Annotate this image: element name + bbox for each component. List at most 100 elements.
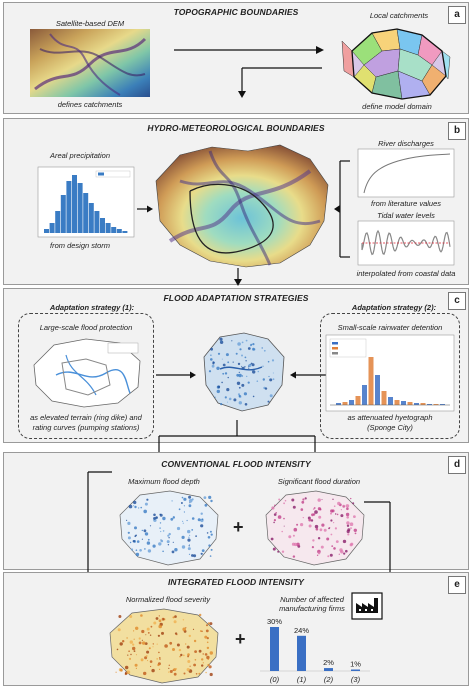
flood-speck: [302, 498, 305, 501]
hyetograph-bar: [414, 403, 419, 405]
river-discharge-chart: [357, 148, 455, 198]
flood-speck: [193, 554, 197, 558]
flood-speck: [122, 640, 125, 643]
flood-speck: [173, 668, 177, 672]
flood-speck: [208, 495, 212, 499]
panel-a-title: TOPOGRAPHIC BOUNDARIES: [173, 7, 299, 17]
flood-speck: [149, 525, 152, 527]
flood-speck: [160, 530, 162, 533]
flood-speck: [312, 513, 316, 516]
flood-speck: [182, 654, 185, 657]
flood-speck: [312, 539, 315, 542]
flood-speck: [252, 370, 256, 374]
flood-speck: [346, 507, 349, 511]
flood-speck: [268, 375, 270, 378]
firms-value-label-2: 2%: [323, 658, 334, 667]
flood-speck: [143, 509, 147, 514]
flood-speck: [219, 337, 223, 341]
flood-speck: [349, 522, 354, 526]
flood-speck: [205, 671, 207, 674]
strategy2-label: Small-scale rainwater detention: [337, 323, 443, 332]
flood-speck: [176, 643, 180, 647]
flood-speck: [250, 345, 252, 347]
flood-speck: [156, 643, 158, 645]
flood-speck: [247, 381, 250, 384]
flood-speck: [272, 372, 274, 374]
flood-speck: [144, 642, 148, 645]
max-flood-depth-map: [119, 490, 219, 566]
firms-value-label-3: 1%: [350, 660, 361, 669]
flood-speck: [211, 364, 215, 368]
flood-speck: [256, 380, 259, 382]
flood-speck: [145, 655, 148, 657]
flood-speck: [150, 665, 152, 668]
flood-speck: [206, 532, 209, 534]
flood-speck: [270, 537, 274, 541]
flood-speck: [210, 548, 213, 551]
flood-speck: [200, 524, 204, 528]
hyetograph-bar: [420, 403, 426, 405]
flood-speck: [200, 552, 203, 555]
flood-speck: [281, 530, 283, 533]
flood-speck: [168, 667, 170, 669]
flood-speck: [311, 546, 314, 549]
flood-speck: [183, 505, 185, 507]
flood-speck: [317, 498, 321, 502]
flood-speck: [189, 665, 191, 667]
arrow-a-return: [238, 67, 322, 98]
flood-speck: [195, 535, 197, 537]
flood-speck: [147, 632, 150, 634]
flood-speck: [219, 340, 224, 344]
flood-speck: [310, 519, 314, 522]
panel-conventional-flood-intensity: CONVENTIONAL FLOOD INTENSITY d Maximum f…: [3, 452, 469, 570]
flood-speck: [246, 375, 248, 378]
flood-speck: [157, 634, 160, 637]
flood-speck: [126, 637, 128, 639]
strategy2-title: Adaptation strategy (2):: [351, 303, 437, 312]
flood-speck: [135, 549, 138, 551]
panel-e-badge: e: [448, 576, 466, 594]
flood-speck: [233, 398, 237, 402]
flood-speck: [350, 527, 352, 529]
flood-speck: [137, 507, 140, 509]
flood-speck: [181, 496, 184, 499]
strategy2-box: [320, 313, 460, 439]
flood-speck: [127, 536, 131, 540]
panel-b-title: HYDRO-METEOROLOGICAL BOUNDARIES: [147, 123, 325, 133]
firms-label-line1: Number of affected: [280, 595, 344, 604]
local-catchments-map: [341, 28, 451, 100]
flood-speck: [238, 394, 241, 398]
flood-speck: [331, 545, 334, 547]
plus-sign-e: +: [235, 629, 246, 649]
flood-speck: [262, 365, 264, 367]
flood-speck: [314, 524, 319, 529]
histogram-bar: [122, 231, 128, 233]
flood-speck: [135, 667, 137, 669]
flood-speck: [316, 554, 319, 556]
strategy1-caption2: rating curves (pumping stations): [32, 423, 140, 432]
hydro-boundary-dem-map: [155, 144, 329, 268]
flood-speck: [127, 654, 129, 656]
flood-speck: [203, 496, 207, 499]
flood-speck: [129, 541, 132, 544]
strategy2-caption2: (Sponge City): [367, 423, 413, 432]
flood-speck: [191, 554, 194, 557]
flood-speck: [168, 532, 171, 536]
flood-speck: [237, 393, 241, 396]
flood-speck: [119, 642, 123, 646]
strategy1-caption1: as elevated terrain (ring dike) and: [30, 413, 142, 422]
flood-speck: [176, 634, 178, 636]
flood-speck: [201, 518, 204, 521]
flood-speck: [159, 657, 161, 659]
flood-speck: [333, 522, 335, 524]
flood-speck: [129, 640, 133, 644]
flood-speck: [248, 367, 250, 369]
histogram-bar: [72, 175, 77, 233]
flood-speck: [244, 366, 246, 368]
flood-speck: [157, 663, 160, 667]
flood-speck: [129, 615, 133, 618]
flood-speck: [272, 378, 275, 381]
flood-speck: [269, 394, 273, 398]
depth-label: Maximum flood depth: [128, 477, 200, 486]
flood-speck: [237, 342, 241, 346]
